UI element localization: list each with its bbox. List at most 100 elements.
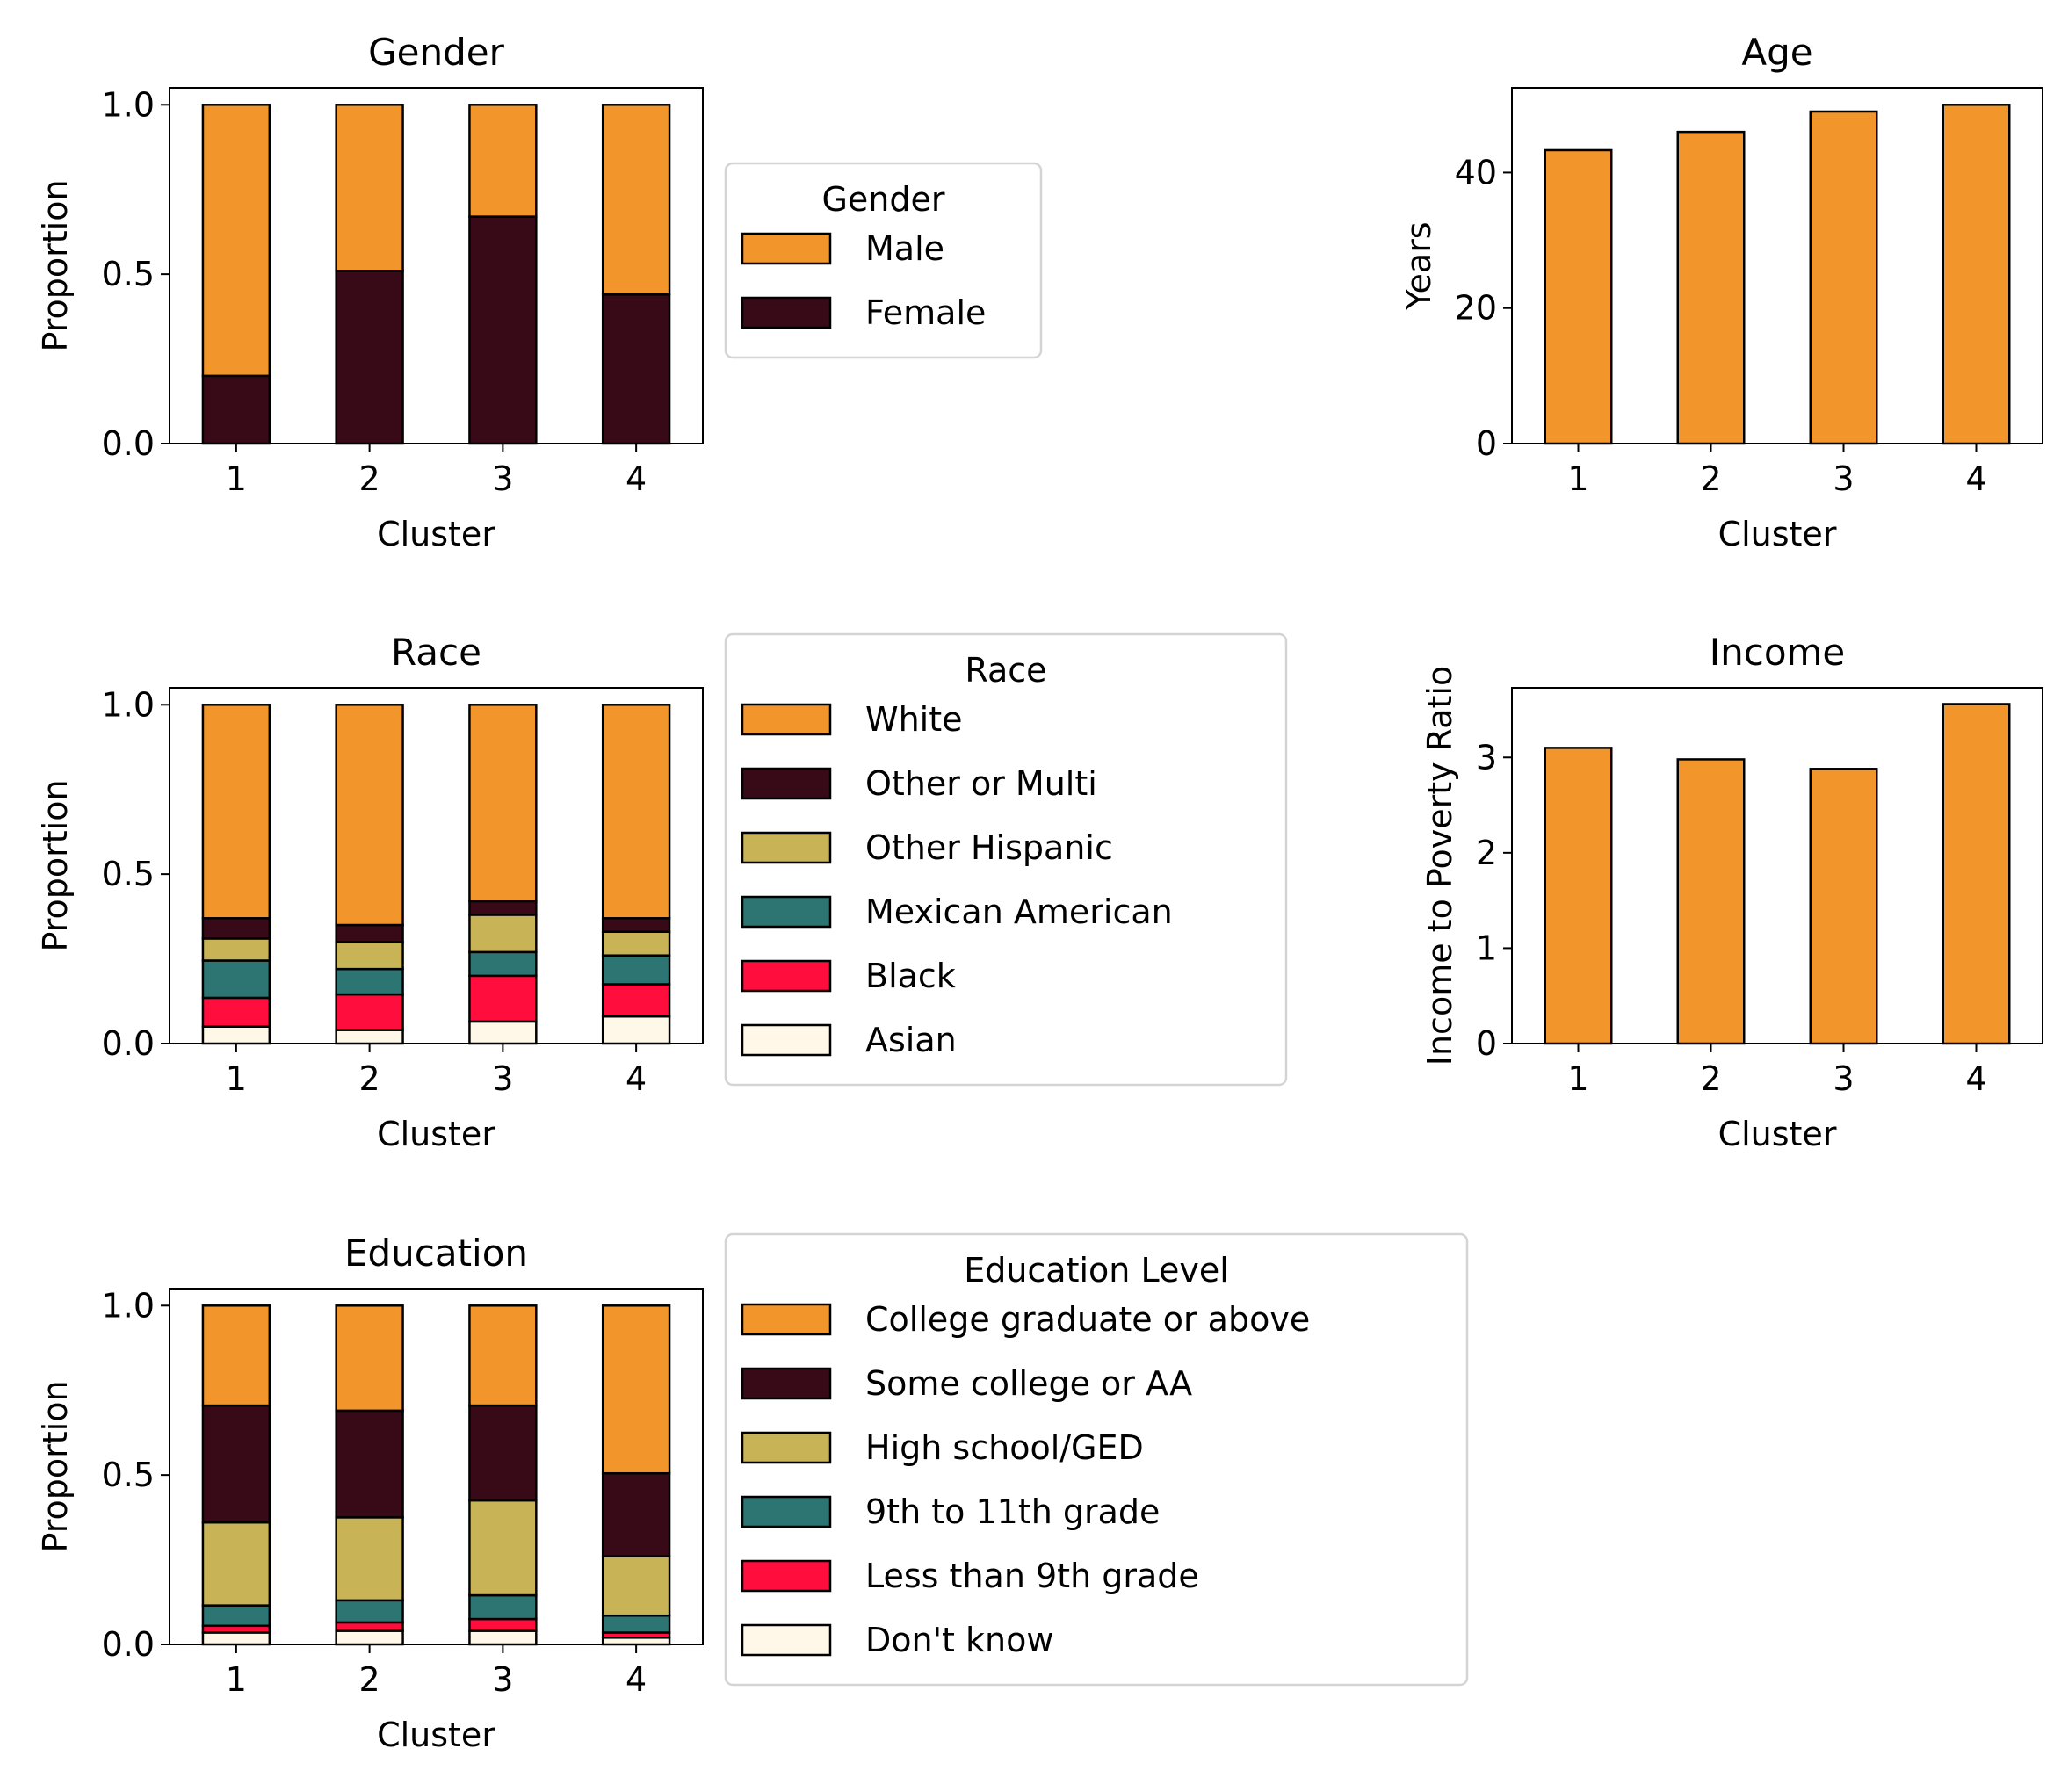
education-legend-swatch-some-college-or-aa bbox=[741, 1367, 832, 1400]
gender-xlabel: Cluster bbox=[377, 515, 495, 553]
education-legend-label-high-school-ged: High school/GED bbox=[865, 1428, 1144, 1467]
race-chart: 1 2 3 40.00.51.0RaceClusterProportionRaceWh… bbox=[36, 631, 1288, 1153]
race-ytick-label: 0.5 bbox=[102, 855, 155, 893]
race-bar-black-cluster-2 bbox=[335, 993, 404, 1031]
age-xtick-label: 2 bbox=[1700, 459, 1721, 498]
education-bar-don-t-know-cluster-1 bbox=[201, 1631, 271, 1646]
race-legend-swatch-mexican-american bbox=[741, 895, 832, 929]
education-bar-high-school-ged-cluster-3 bbox=[468, 1499, 538, 1597]
education-bar-some-college-or-aa-cluster-3 bbox=[468, 1404, 538, 1502]
education-bar-9th-to-11th-grade-cluster-2 bbox=[335, 1599, 404, 1624]
race-legend-swatch-other-hispanic bbox=[741, 831, 832, 864]
gender-ylabel: Proportion bbox=[36, 179, 75, 351]
gender-bar-male-cluster-4 bbox=[601, 104, 671, 296]
education-legend-label-9th-to-11th-grade: 9th to 11th grade bbox=[865, 1492, 1160, 1531]
education-xtick-label: 4 bbox=[626, 1660, 647, 1699]
income-ylabel: Income to Poverty Ratio bbox=[1421, 666, 1459, 1066]
income-title: Income bbox=[1710, 631, 1846, 674]
gender-legend: Gender Male Female bbox=[724, 162, 1043, 359]
gender-plot-frame bbox=[169, 87, 704, 444]
race-plot-frame bbox=[169, 687, 704, 1044]
education-xtick-label: 3 bbox=[492, 1660, 513, 1699]
race-xtick-label: 2 bbox=[359, 1059, 380, 1098]
race-bar-other-hispanic-cluster-2 bbox=[335, 941, 404, 971]
education-legend-swatch-9th-to-11th-grade bbox=[741, 1495, 832, 1528]
education-legend-label-don-t-know: Don't know bbox=[865, 1621, 1053, 1659]
race-bar-mexican-american-cluster-4 bbox=[601, 954, 671, 986]
education-legend-swatch-don-t-know bbox=[741, 1623, 832, 1657]
gender-legend-title: Gender bbox=[821, 180, 944, 219]
education-legend-frame bbox=[724, 1232, 1469, 1687]
race-bar-other-or-multi-cluster-2 bbox=[335, 923, 404, 943]
education-bar-college-graduate-or-above-cluster-1 bbox=[201, 1304, 271, 1407]
race-bar-mexican-american-cluster-3 bbox=[468, 950, 538, 978]
race-xtick-label: 4 bbox=[626, 1059, 647, 1098]
race-bar-other-or-multi-cluster-4 bbox=[601, 917, 671, 933]
race-bar-white-cluster-2 bbox=[335, 704, 404, 927]
income-xtick-label: 2 bbox=[1700, 1059, 1721, 1098]
gender-bar-male-cluster-3 bbox=[468, 104, 538, 218]
gender-bar-female-cluster-1 bbox=[201, 374, 271, 445]
income-chart: 1 2 3 4 0 1 2 3 Income Cluster Income to Poverty R… bbox=[1421, 631, 2043, 1153]
education-bar-college-graduate-or-above-cluster-2 bbox=[335, 1304, 404, 1413]
education-bar-some-college-or-aa-cluster-4 bbox=[601, 1471, 671, 1557]
gender-bar-female-cluster-2 bbox=[335, 270, 404, 445]
education-bar-college-graduate-or-above-cluster-4 bbox=[601, 1304, 671, 1475]
gender-legend-label-female: Female bbox=[865, 293, 986, 332]
race-bar-white-cluster-1 bbox=[201, 704, 271, 920]
race-bar-black-cluster-1 bbox=[201, 996, 271, 1028]
income-plot-frame bbox=[1511, 687, 2043, 1044]
race-bar-other-or-multi-cluster-3 bbox=[468, 900, 538, 916]
race-ytick-label: 0.0 bbox=[102, 1024, 155, 1063]
age-ytick-label: 40 bbox=[1455, 153, 1497, 191]
education-xtick-label: 2 bbox=[359, 1660, 380, 1699]
race-bar-white-cluster-3 bbox=[468, 704, 538, 903]
race-legend-frame bbox=[724, 632, 1288, 1087]
race-legend-label-black: Black bbox=[865, 957, 956, 995]
race-bar-other-hispanic-cluster-4 bbox=[601, 930, 671, 957]
education-bar-9th-to-11th-grade-cluster-3 bbox=[468, 1593, 538, 1621]
race-legend-title: Race bbox=[965, 651, 1046, 690]
race-xtick-label: 1 bbox=[226, 1059, 247, 1098]
education-ytick-label: 1.0 bbox=[102, 1286, 155, 1325]
income-xtick-label: 1 bbox=[1567, 1059, 1588, 1098]
age-ytick-label: 0 bbox=[1476, 424, 1497, 463]
gender-xtick-label: 3 bbox=[492, 459, 513, 498]
education-chart: 1 2 3 4 0.0 0.5 1.0 Education Cluster Proportion E… bbox=[36, 1232, 1469, 1754]
age-xtick-label: 4 bbox=[1965, 459, 1986, 498]
gender-ytick-label: 0.0 bbox=[102, 424, 155, 463]
education-bar-high-school-ged-cluster-2 bbox=[335, 1516, 404, 1602]
race-legend-swatch-black bbox=[741, 959, 832, 993]
education-bar-some-college-or-aa-cluster-2 bbox=[335, 1409, 404, 1519]
race-xlabel: Cluster bbox=[377, 1115, 495, 1153]
education-ytick-label: 0.5 bbox=[102, 1456, 155, 1494]
age-xtick-label: 3 bbox=[1833, 459, 1854, 498]
gender-legend-swatch-male bbox=[741, 232, 832, 265]
education-legend-label-college-graduate-or-above: College graduate or above bbox=[865, 1300, 1310, 1339]
income-bar-value-cluster-1 bbox=[1544, 747, 1613, 1045]
education-bar-some-college-or-aa-cluster-1 bbox=[201, 1404, 271, 1524]
income-ytick-label: 1 bbox=[1476, 929, 1497, 967]
education-bar-9th-to-11th-grade-cluster-1 bbox=[201, 1604, 271, 1628]
age-plot-frame bbox=[1511, 87, 2043, 444]
education-bar-9th-to-11th-grade-cluster-4 bbox=[601, 1614, 671, 1634]
gender-bar-male-cluster-1 bbox=[201, 104, 271, 378]
age-bar-value-cluster-3 bbox=[1809, 110, 1878, 445]
education-xlabel: Cluster bbox=[377, 1716, 495, 1754]
race-legend-swatch-white bbox=[741, 703, 832, 736]
gender-legend-label-male: Male bbox=[865, 229, 944, 268]
income-ytick-label: 0 bbox=[1476, 1024, 1497, 1063]
education-bar-college-graduate-or-above-cluster-3 bbox=[468, 1304, 538, 1407]
gender-xtick-label: 1 bbox=[226, 459, 247, 498]
age-title: Age bbox=[1741, 31, 1812, 74]
gender-legend-swatch-female bbox=[741, 296, 832, 329]
race-bar-other-hispanic-cluster-1 bbox=[201, 937, 271, 962]
education-bar-high-school-ged-cluster-1 bbox=[201, 1521, 271, 1607]
race-bar-other-or-multi-cluster-1 bbox=[201, 917, 271, 940]
race-bar-white-cluster-4 bbox=[601, 704, 671, 920]
gender-title: Gender bbox=[368, 31, 505, 74]
education-legend-swatch-high-school-ged bbox=[741, 1431, 832, 1464]
